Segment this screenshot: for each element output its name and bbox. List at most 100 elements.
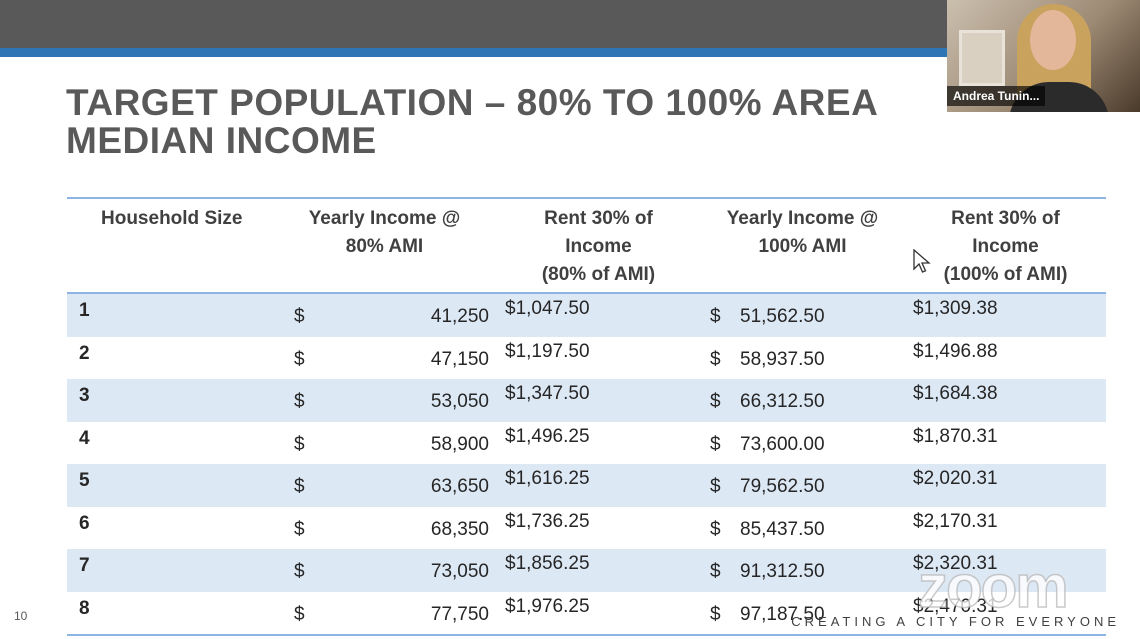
cell-rent-80: $1,047.50 (497, 293, 700, 337)
rent-100-value: $2,320.31 (913, 553, 998, 574)
currency-symbol: $ (710, 476, 721, 497)
income-80-value: 73,050 (430, 561, 489, 582)
rent-80-value: $1,347.50 (505, 383, 590, 404)
rent-80-value: $1,197.50 (505, 340, 590, 362)
table-row: 7 $73,050 $1,856.25 $91,312.50 $2,320.31 (67, 549, 1106, 592)
income-80-value: 58,900 (430, 433, 489, 455)
cell-income-100: $51,562.50 (700, 293, 905, 337)
rent-100-value: $1,870.31 (913, 425, 998, 447)
currency-symbol: $ (294, 561, 305, 582)
cell-rent-100: $1,496.88 (905, 337, 1106, 380)
currency-symbol: $ (294, 476, 305, 497)
cell-income-100: $66,312.50 (700, 379, 905, 422)
currency-symbol: $ (294, 518, 305, 540)
cell-income-80: $63,650 (272, 464, 497, 507)
income-100-value: 51,562.50 (740, 306, 825, 327)
income-80-value: 47,150 (430, 348, 489, 370)
currency-symbol: $ (710, 348, 721, 370)
currency-symbol: $ (294, 348, 305, 370)
table-row: 3 $53,050 $1,347.50 $66,312.50 $1,684.38 (67, 379, 1106, 422)
header-rent-100: Rent 30% of Income (100% of AMI) (943, 208, 1068, 285)
cell-income-100: $85,437.50 (700, 507, 905, 550)
rent-100-value: $1,309.38 (913, 298, 998, 319)
cell-income-80: $73,050 (272, 549, 497, 592)
cell-rent-80: $1,197.50 (497, 337, 700, 380)
income-table-container: Household Size Yearly Income @ 80% AMI R… (67, 197, 1106, 636)
income-100-value: 85,437.50 (740, 518, 825, 540)
cell-rent-80: $1,616.25 (497, 464, 700, 507)
income-table: Household Size Yearly Income @ 80% AMI R… (67, 197, 1106, 636)
income-100-value: 58,937.50 (740, 348, 825, 370)
background-picture-frame (959, 30, 1005, 86)
cell-rent-80: $1,856.25 (497, 549, 700, 592)
income-100-value: 91,312.50 (740, 561, 825, 582)
cell-household-size: 1 (67, 293, 272, 337)
currency-symbol: $ (710, 518, 721, 540)
cell-rent-100: $2,170.31 (905, 507, 1106, 550)
rent-100-value: $2,170.31 (913, 510, 998, 532)
slide-footer: CREATING A CITY FOR EVERYONE (791, 614, 1120, 629)
header-income-80: Yearly Income @ 80% AMI (308, 208, 461, 257)
cell-income-100: $91,312.50 (700, 549, 905, 592)
cell-income-80: $68,350 (272, 507, 497, 550)
cell-rent-100: $1,870.31 (905, 422, 1106, 465)
currency-symbol: $ (294, 306, 305, 327)
header-rent-80: Rent 30% of Income (80% of AMI) (541, 208, 656, 285)
cell-rent-100: $2,020.31 (905, 464, 1106, 507)
currency-symbol: $ (294, 391, 305, 412)
currency-symbol: $ (294, 603, 305, 625)
table-row: 8 $77,750 $1,976.25 $97,187.50 $2,470.31 (67, 591, 1106, 636)
cell-income-80: $41,250 (272, 293, 497, 337)
income-100-value: 79,562.50 (740, 476, 825, 497)
rent-80-value: $1,856.25 (505, 553, 590, 574)
income-80-value: 63,650 (430, 476, 489, 497)
cell-income-100: $97,187.50 (700, 591, 905, 636)
header-income-100: Yearly Income @ 100% AMI (726, 208, 879, 257)
slide-title: TARGET POPULATION – 80% TO 100% AREA MED… (66, 82, 877, 161)
cell-rent-80: $1,976.25 (497, 591, 700, 636)
cell-rent-80: $1,736.25 (497, 507, 700, 550)
table-row: 5 $63,650 $1,616.25 $79,562.50 $2,020.31 (67, 464, 1106, 507)
income-80-value: 68,350 (430, 518, 489, 540)
income-80-value: 53,050 (430, 391, 489, 412)
currency-symbol: $ (710, 603, 721, 625)
rent-80-value: $1,736.25 (505, 510, 590, 532)
rent-100-value: $1,496.88 (913, 340, 998, 362)
page-number: 10 (14, 609, 28, 623)
table-header-row: Household Size Yearly Income @ 80% AMI R… (67, 198, 1106, 293)
participant-video-tile[interactable]: Andrea Tunin... (947, 0, 1140, 112)
rent-80-value: $1,616.25 (505, 468, 590, 489)
cell-income-100: $73,600.00 (700, 422, 905, 465)
cell-rent-100: $1,309.38 (905, 293, 1106, 337)
slide-accent-bar (0, 48, 1140, 57)
table-row: 4 $58,900 $1,496.25 $73,600.00 $1,870.31 (67, 422, 1106, 465)
cell-rent-80: $1,347.50 (497, 379, 700, 422)
rent-80-value: $1,976.25 (505, 595, 590, 617)
cell-household-size: 7 (67, 549, 272, 592)
table-body: 1 $41,250 $1,047.50 $51,562.50 $1,309.38 2 $47… (67, 293, 1106, 636)
rent-80-value: $1,047.50 (505, 298, 590, 319)
cell-household-size: 4 (79, 427, 90, 449)
cell-income-100: $58,937.50 (700, 337, 905, 380)
rent-80-value: $1,496.25 (505, 425, 590, 447)
cell-income-80: $53,050 (272, 379, 497, 422)
header-household-size: Household Size (101, 208, 243, 229)
currency-symbol: $ (710, 306, 721, 327)
cell-household-size: 3 (67, 379, 272, 422)
income-80-value: 77,750 (430, 603, 489, 625)
cell-income-80: $58,900 (272, 422, 497, 465)
table-row: 1 $41,250 $1,047.50 $51,562.50 $1,309.38 (67, 293, 1106, 337)
cell-household-size: 8 (67, 591, 272, 636)
cell-household-size: 2 (79, 342, 90, 364)
rent-100-value: $1,684.38 (913, 383, 998, 404)
currency-symbol: $ (710, 561, 721, 582)
cell-income-80: $47,150 (272, 337, 497, 380)
cell-rent-100: $1,684.38 (905, 379, 1106, 422)
cell-rent-100: $2,470.31 (905, 591, 1106, 636)
currency-symbol: $ (710, 433, 721, 455)
currency-symbol: $ (710, 391, 721, 412)
currency-symbol: $ (294, 433, 305, 455)
income-100-value: 97,187.50 (740, 603, 825, 625)
cell-rent-80: $1,496.25 (497, 422, 700, 465)
cell-household-size: 6 (79, 512, 90, 534)
